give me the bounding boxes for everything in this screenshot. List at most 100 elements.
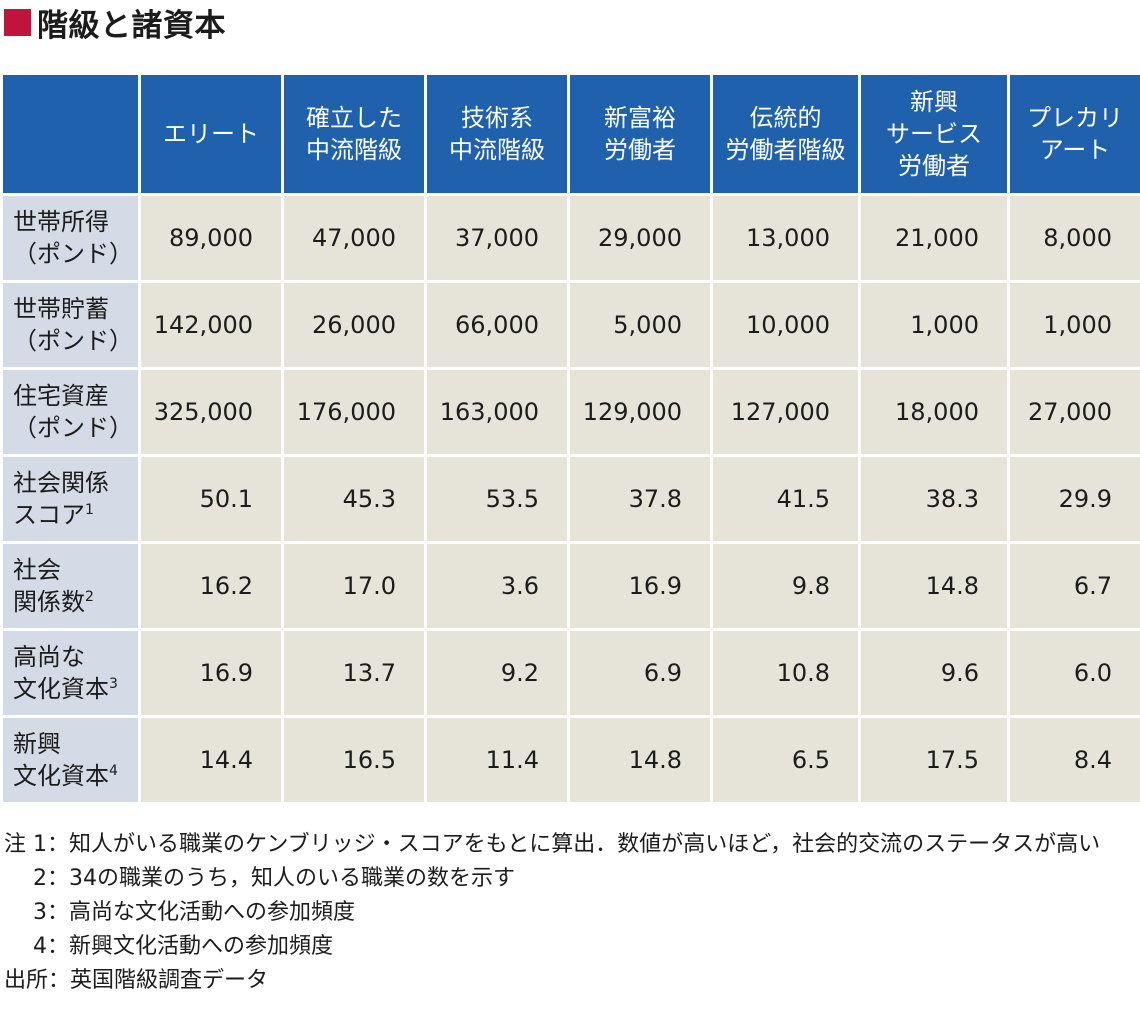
table-cell: 45.3 [281, 454, 427, 544]
footnote-marker: 2 [85, 589, 94, 605]
footnote-prefix: 注 1： [4, 832, 69, 857]
footnote-text: 知人がいる職業のケンブリッジ・スコアをもとに算出．数値が高いほど，社会的交流のス… [69, 832, 1101, 857]
table-cell: 16.2 [138, 541, 284, 631]
footnote-line: 4： 新興文化活動への参加頻度 [4, 930, 1124, 964]
row-label-text: 世帯所得 （ポンド） [13, 208, 133, 268]
table-cell: 14.8 [567, 715, 713, 805]
table-cell: 47,000 [281, 193, 427, 283]
table-cell: 38.3 [858, 454, 1010, 544]
table-cell: 11.4 [424, 715, 570, 805]
table-cell: 29.9 [1007, 454, 1140, 544]
notes-list: 注 1： 知人がいる職業のケンブリッジ・スコアをもとに算出．数値が高いほど，社会的… [4, 828, 1124, 964]
table-cell: 13.7 [281, 628, 427, 718]
table-cell: 17.5 [858, 715, 1010, 805]
column-header: プレカリ アート [1007, 72, 1140, 196]
column-header: 新富裕 労働者 [567, 72, 713, 196]
column-header: エリート [138, 72, 284, 196]
table-cell: 14.8 [858, 541, 1010, 631]
table-cell: 37.8 [567, 454, 713, 544]
table-row: 世帯貯蓄 （ポンド） 142,000 26,000 66,000 5,000 10,000… [0, 280, 1140, 370]
table-cell: 13,000 [710, 193, 861, 283]
table-body: 世帯所得 （ポンド） 89,000 47,000 37,000 29,000 13,000… [0, 193, 1140, 805]
row-label: 世帯所得 （ポンド） [0, 193, 141, 283]
row-label: 新興 文化資本4 [0, 715, 141, 805]
table-cell: 9.6 [858, 628, 1010, 718]
table-cell: 41.5 [710, 454, 861, 544]
page-title: 階級と諸資本 [4, 2, 226, 44]
table-cell: 14.4 [138, 715, 284, 805]
class-capital-table: エリート 確立した 中流階級 技術系 中流階級 新富裕 労働者 伝統的 労働者階… [0, 72, 1140, 805]
footnote-marker: 3 [109, 676, 118, 692]
table-cell: 10,000 [710, 280, 861, 370]
row-label-text: 社会 関係数 [13, 556, 85, 616]
column-header: 伝統的 労働者階級 [710, 72, 861, 196]
footnote-line: 3： 高尚な文化活動への参加頻度 [4, 896, 1124, 930]
table-cell: 8.4 [1007, 715, 1140, 805]
table-cell: 66,000 [424, 280, 570, 370]
table-cell: 89,000 [138, 193, 284, 283]
table-cell: 3.6 [424, 541, 570, 631]
table-cell: 9.8 [710, 541, 861, 631]
table-cell: 1,000 [858, 280, 1010, 370]
row-label-text: 住宅資産 （ポンド） [13, 382, 133, 442]
table-cell: 5,000 [567, 280, 713, 370]
table-cell: 6.0 [1007, 628, 1140, 718]
table-cell: 16.9 [138, 628, 284, 718]
table-cell: 6.5 [710, 715, 861, 805]
column-header: 新興 サービス 労働者 [858, 72, 1010, 196]
table-cell: 29,000 [567, 193, 713, 283]
table-row: 世帯所得 （ポンド） 89,000 47,000 37,000 29,000 13,000… [0, 193, 1140, 283]
table-cell: 16.9 [567, 541, 713, 631]
footnotes: 注 1： 知人がいる職業のケンブリッジ・スコアをもとに算出．数値が高いほど，社会的… [4, 828, 1124, 998]
table-cell: 9.2 [424, 628, 570, 718]
table-cell: 17.0 [281, 541, 427, 631]
row-label-text: 社会関係 スコア [13, 469, 109, 529]
table-cell: 50.1 [138, 454, 284, 544]
table-cell: 142,000 [138, 280, 284, 370]
row-label: 社会関係 スコア1 [0, 454, 141, 544]
footnote-marker: 1 [85, 502, 94, 518]
table-cell: 1,000 [1007, 280, 1140, 370]
table-cell: 16.5 [281, 715, 427, 805]
footnote-line: 注 1： 知人がいる職業のケンブリッジ・スコアをもとに算出．数値が高いほど，社会的… [4, 828, 1124, 862]
footnote-prefix: 4： [4, 934, 69, 959]
table-cell: 176,000 [281, 367, 427, 457]
table-cell: 26,000 [281, 280, 427, 370]
table-header-row: エリート 確立した 中流階級 技術系 中流階級 新富裕 労働者 伝統的 労働者階… [0, 72, 1140, 196]
footnote-marker: 4 [109, 763, 118, 779]
column-header: 技術系 中流階級 [424, 72, 570, 196]
table-cell: 21,000 [858, 193, 1010, 283]
table-row: 社会関係 スコア1 50.1 45.3 53.5 37.8 41.5 38.3 29.9 [0, 454, 1140, 544]
row-label-text: 高尚な 文化資本 [13, 643, 109, 703]
footnote-prefix: 3： [4, 900, 69, 925]
title-square-marker [4, 8, 31, 36]
table-cell: 37,000 [424, 193, 570, 283]
footnote-prefix: 2： [4, 866, 69, 891]
table-cell: 127,000 [710, 367, 861, 457]
row-label: 住宅資産 （ポンド） [0, 367, 141, 457]
title-text: 階級と諸資本 [37, 7, 226, 44]
column-header: 確立した 中流階級 [281, 72, 427, 196]
source-text: 英国階級調査データ [70, 968, 269, 993]
table-cell: 8,000 [1007, 193, 1140, 283]
table-cell: 53.5 [424, 454, 570, 544]
footnote-text: 新興文化活動への参加頻度 [69, 934, 334, 959]
footnote-text: 高尚な文化活動への参加頻度 [69, 900, 356, 925]
row-label-text: 新興 文化資本 [13, 730, 109, 790]
table-cell: 6.9 [567, 628, 713, 718]
footnote-text: 34の職業のうち，知人のいる職業の数を示す [69, 866, 515, 891]
row-label: 社会 関係数2 [0, 541, 141, 631]
table-cell: 325,000 [138, 367, 284, 457]
row-label-text: 世帯貯蓄 （ポンド） [13, 295, 133, 355]
row-label: 高尚な 文化資本3 [0, 628, 141, 718]
table-cell: 18,000 [858, 367, 1010, 457]
footnote-line: 2： 34の職業のうち，知人のいる職業の数を示す [4, 862, 1124, 896]
table-cell: 163,000 [424, 367, 570, 457]
table-row: 新興 文化資本4 14.4 16.5 11.4 14.8 6.5 17.5 8.4 [0, 715, 1140, 805]
table-cell: 10.8 [710, 628, 861, 718]
table-row: 住宅資産 （ポンド） 325,000 176,000 163,000 129,000 12… [0, 367, 1140, 457]
table-cell: 27,000 [1007, 367, 1140, 457]
source-prefix: 出所： [4, 968, 71, 993]
table-cell: 129,000 [567, 367, 713, 457]
row-label: 世帯貯蓄 （ポンド） [0, 280, 141, 370]
